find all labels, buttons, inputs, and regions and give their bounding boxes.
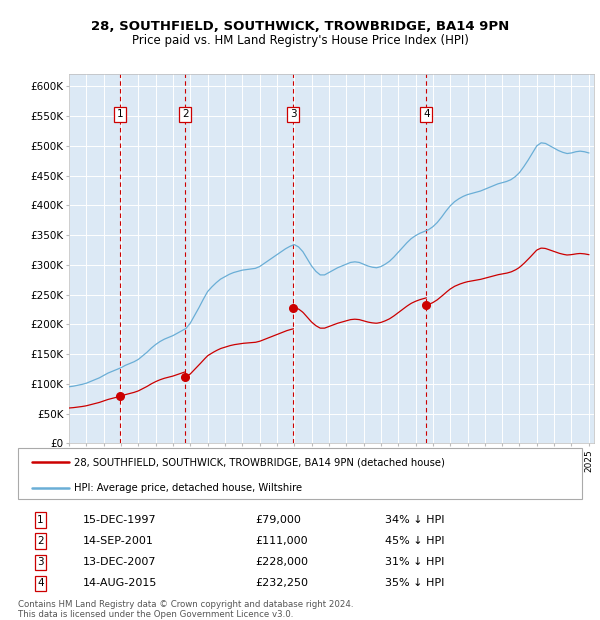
Text: 15-DEC-1997: 15-DEC-1997 bbox=[83, 515, 157, 525]
Text: £232,250: £232,250 bbox=[255, 578, 308, 588]
Text: 4: 4 bbox=[37, 578, 44, 588]
Text: 2: 2 bbox=[182, 109, 188, 119]
Text: 13-DEC-2007: 13-DEC-2007 bbox=[83, 557, 157, 567]
Text: 28, SOUTHFIELD, SOUTHWICK, TROWBRIDGE, BA14 9PN: 28, SOUTHFIELD, SOUTHWICK, TROWBRIDGE, B… bbox=[91, 20, 509, 33]
Text: 2: 2 bbox=[37, 536, 44, 546]
Text: Contains HM Land Registry data © Crown copyright and database right 2024.
This d: Contains HM Land Registry data © Crown c… bbox=[18, 600, 353, 619]
Text: 31% ↓ HPI: 31% ↓ HPI bbox=[385, 557, 444, 567]
Text: HPI: Average price, detached house, Wiltshire: HPI: Average price, detached house, Wilt… bbox=[74, 483, 302, 493]
Text: 28, SOUTHFIELD, SOUTHWICK, TROWBRIDGE, BA14 9PN (detached house): 28, SOUTHFIELD, SOUTHWICK, TROWBRIDGE, B… bbox=[74, 458, 445, 467]
Text: 14-AUG-2015: 14-AUG-2015 bbox=[83, 578, 157, 588]
Text: 1: 1 bbox=[37, 515, 44, 525]
Text: 45% ↓ HPI: 45% ↓ HPI bbox=[385, 536, 444, 546]
FancyBboxPatch shape bbox=[18, 448, 582, 499]
Text: £111,000: £111,000 bbox=[255, 536, 308, 546]
Text: 4: 4 bbox=[423, 109, 430, 119]
Text: £228,000: £228,000 bbox=[255, 557, 308, 567]
Text: 3: 3 bbox=[290, 109, 296, 119]
Text: 3: 3 bbox=[37, 557, 44, 567]
Text: Price paid vs. HM Land Registry's House Price Index (HPI): Price paid vs. HM Land Registry's House … bbox=[131, 34, 469, 47]
Text: £79,000: £79,000 bbox=[255, 515, 301, 525]
Text: 34% ↓ HPI: 34% ↓ HPI bbox=[385, 515, 444, 525]
Text: 35% ↓ HPI: 35% ↓ HPI bbox=[385, 578, 444, 588]
Text: 1: 1 bbox=[117, 109, 124, 119]
Text: 14-SEP-2001: 14-SEP-2001 bbox=[83, 536, 154, 546]
